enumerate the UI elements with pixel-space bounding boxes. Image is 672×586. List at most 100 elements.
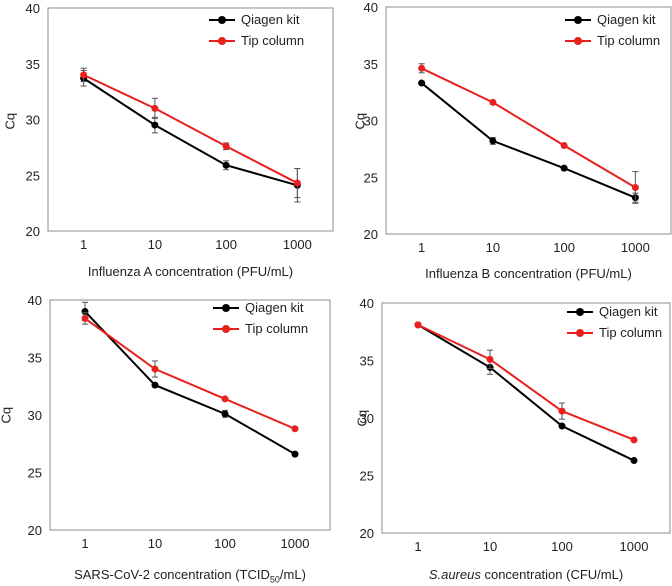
data-point	[489, 137, 497, 145]
x-tick-label: 1	[80, 237, 87, 252]
data-point	[293, 179, 301, 187]
data-point	[486, 355, 494, 363]
data-point	[291, 425, 299, 433]
data-point	[291, 450, 299, 458]
data-point	[631, 183, 639, 191]
legend-swatch	[565, 35, 591, 47]
series-line	[417, 323, 635, 462]
y-tick-label: 40	[26, 1, 40, 16]
y-tick-label: 25	[26, 168, 40, 183]
data-point	[558, 407, 566, 415]
y-tick-label: 25	[28, 466, 42, 481]
data-point	[151, 104, 159, 112]
legend: Qiagen kit Tip column	[567, 301, 662, 343]
y-tick-label: 20	[26, 224, 40, 239]
legend-swatch	[567, 306, 593, 318]
y-tick-label: 30	[360, 411, 374, 426]
x-axis-label-subscript: 50	[269, 574, 280, 585]
x-axis-label-text: concentration (CFU/mL)	[480, 567, 624, 582]
x-tick-label: 10	[486, 240, 500, 255]
y-tick-label: 30	[26, 113, 40, 128]
x-axis-label: SARS-CoV-2 concentration (TCID50/mL)	[50, 567, 330, 585]
x-axis-label-text: SARS-CoV-2 concentration (TCID	[74, 567, 270, 582]
legend-swatch	[567, 327, 593, 339]
plot-area-border	[381, 302, 671, 534]
x-tick-label: 100	[553, 240, 575, 255]
y-tick-label: 35	[26, 57, 40, 72]
legend-item: Tip column	[209, 30, 304, 51]
y-tick-label: 35	[28, 351, 42, 366]
x-tick-label: 1000	[621, 240, 650, 255]
legend-swatch	[209, 35, 235, 47]
x-tick-label: 1000	[281, 536, 310, 551]
legend-swatch	[213, 302, 239, 314]
legend-swatch	[209, 14, 235, 26]
y-axis-label: Cq	[352, 112, 368, 130]
x-axis-label: Influenza A concentration (PFU/mL)	[87, 264, 294, 279]
y-tick-label: 20	[364, 227, 378, 242]
series-line	[83, 73, 298, 184]
y-tick-label: 30	[28, 408, 42, 423]
y-tick-label: 20	[28, 523, 42, 538]
data-point	[560, 141, 568, 149]
legend-item: Tip column	[565, 30, 660, 51]
legend-item: Qiagen kit	[565, 9, 660, 30]
data-point	[418, 79, 426, 87]
legend-label: Qiagen kit	[599, 304, 658, 319]
x-tick-label: 1	[414, 539, 421, 554]
chart-influenza-a: 20 25 30 35 40 1 10 100 1000	[26, 1, 334, 252]
plot-area-border	[47, 7, 334, 232]
x-tick-label: 1000	[620, 539, 649, 554]
x-tick-label: 10	[148, 536, 162, 551]
data-point	[560, 164, 568, 172]
chart-influenza-b: 20 25 30 35 40 1 10 100 1000	[364, 0, 672, 255]
legend-item: Tip column	[213, 318, 308, 339]
y-tick-label: 25	[364, 170, 378, 185]
data-point	[558, 422, 566, 430]
y-tick-label: 40	[360, 296, 374, 311]
legend: Qiagen kit Tip column	[565, 9, 660, 51]
chart-panel-s-aureus: 20 25 30 35 40 1 10 100 1000 Cq S.aureus concent…	[336, 293, 672, 586]
data-point	[630, 457, 638, 465]
legend-label: Tip column	[597, 33, 661, 48]
legend: Qiagen kit Tip column	[209, 9, 304, 51]
data-point	[151, 121, 159, 129]
data-point	[222, 142, 230, 150]
legend-label: Tip column	[599, 325, 663, 340]
y-tick-label: 25	[360, 469, 374, 484]
legend-label: Tip column	[241, 33, 305, 48]
y-axis-label: Cq	[354, 409, 370, 427]
x-tick-label: 10	[483, 539, 497, 554]
data-point	[80, 71, 88, 79]
data-point	[222, 161, 230, 169]
data-point	[81, 308, 89, 315]
legend-item: Tip column	[567, 322, 662, 343]
y-tick-label: 35	[360, 354, 374, 369]
y-tick-label: 30	[364, 114, 378, 129]
data-point	[489, 98, 497, 106]
chart-panel-influenza-b: 20 25 30 35 40 1 10 100 1000 Cq Influenza B conc…	[336, 0, 672, 293]
series-line	[83, 77, 298, 187]
y-axis-label: Cq	[0, 406, 14, 424]
data-point	[414, 321, 422, 329]
y-axis-label: Cq	[2, 112, 18, 130]
data-point	[630, 436, 638, 444]
data-point	[151, 381, 159, 389]
x-tick-label: 1000	[283, 237, 312, 252]
legend-swatch	[213, 323, 239, 335]
chart-sars-cov-2: 20 25 30 35 40 1 10 100 1000	[28, 293, 331, 551]
x-axis-label: S.aureus concentration (CFU/mL)	[382, 567, 670, 582]
legend-item: Qiagen kit	[213, 297, 308, 318]
x-axis-label: Influenza B concentration (PFU/mL)	[425, 266, 632, 281]
series-line	[420, 82, 636, 199]
x-tick-label: 100	[215, 237, 237, 252]
y-tick-label: 20	[360, 526, 374, 541]
plot-area-border	[385, 6, 672, 235]
x-tick-label: 100	[214, 536, 236, 551]
data-point	[81, 314, 89, 322]
x-axis-label-unit: /mL)	[279, 567, 306, 582]
x-tick-label: 100	[551, 539, 573, 554]
legend-label: Tip column	[245, 321, 309, 336]
y-tick-label: 40	[364, 0, 378, 15]
y-tick-label: 40	[28, 293, 42, 308]
